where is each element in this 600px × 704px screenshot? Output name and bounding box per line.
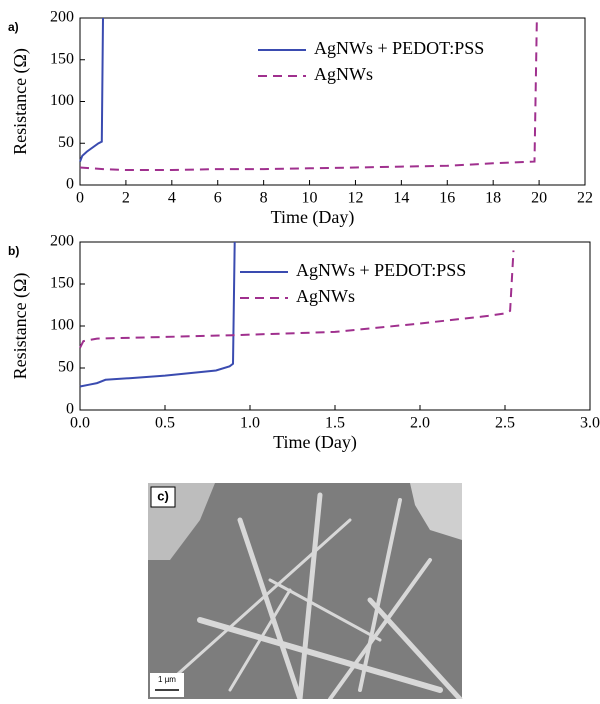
sem-blob xyxy=(410,483,462,540)
x-tick-label: 1.5 xyxy=(325,415,345,432)
y-tick-label: 50 xyxy=(58,134,74,151)
y-tick-label: 100 xyxy=(50,92,74,109)
x-tick-label: 14 xyxy=(393,190,409,207)
panel-label-box xyxy=(150,486,176,508)
y-tick-label: 150 xyxy=(50,50,74,67)
x-tick-label: 2.0 xyxy=(410,415,430,432)
legend-label: AgNWs + PEDOT:PSS xyxy=(314,38,484,58)
y-tick-label: 150 xyxy=(50,275,74,292)
y-tick-label: 0 xyxy=(66,176,74,193)
x-tick-label: 0.5 xyxy=(155,415,175,432)
x-tick-label: 6 xyxy=(214,190,222,207)
x-tick-label: 2 xyxy=(122,190,130,207)
x-tick-label: 2.5 xyxy=(495,415,515,432)
x-tick-label: 0 xyxy=(76,190,84,207)
legend-label: AgNWs xyxy=(314,64,373,84)
y-tick-label: 100 xyxy=(50,317,74,334)
x-tick-label: 10 xyxy=(302,190,318,207)
scale-bar-box xyxy=(150,673,184,697)
legend-label: AgNWs xyxy=(296,286,355,306)
x-tick-label: 12 xyxy=(347,190,363,207)
legend-label: AgNWs + PEDOT:PSS xyxy=(296,260,466,280)
x-tick-label: 3.0 xyxy=(580,415,600,432)
sem-image: c) 1 µm xyxy=(148,483,463,702)
chart: 0 50 100 150 200 0 2 4 6 8 10 12 14 16 18 20 22 Time (Day… xyxy=(8,9,593,228)
series-line xyxy=(79,22,538,171)
y-axis-label: Resistance (Ω) xyxy=(10,273,31,380)
y-tick-label: 200 xyxy=(50,233,74,250)
y-tick-label: 0 xyxy=(66,401,74,418)
panel-label: c) xyxy=(157,488,169,503)
y-tick-label: 200 xyxy=(50,9,74,26)
x-tick-label: 0.0 xyxy=(70,415,90,432)
x-tick-label: 16 xyxy=(439,190,455,207)
series-line xyxy=(79,250,515,349)
panel-label: a) xyxy=(8,20,19,34)
y-tick-label: 50 xyxy=(58,359,74,376)
y-axis-label: Resistance (Ω) xyxy=(10,48,31,155)
panel-label: b) xyxy=(8,244,19,258)
x-tick-label: 18 xyxy=(485,190,501,207)
scale-bar-label: 1 µm xyxy=(158,675,176,684)
series-line xyxy=(79,17,104,162)
x-axis-label: Time (Day) xyxy=(271,207,355,228)
x-tick-label: 22 xyxy=(577,190,593,207)
nanowires xyxy=(158,492,463,702)
x-axis-label: Time (Day) xyxy=(273,432,357,453)
x-tick-label: 1.0 xyxy=(240,415,260,432)
x-tick-label: 8 xyxy=(260,190,268,207)
chart: 0 50 100 150 200 0.0 0.5 1.0 1.5 2.0 2.5 3.0 Time (D… xyxy=(8,233,600,453)
x-tick-label: 20 xyxy=(531,190,547,207)
series-line xyxy=(79,241,236,388)
x-tick-label: 4 xyxy=(168,190,176,207)
